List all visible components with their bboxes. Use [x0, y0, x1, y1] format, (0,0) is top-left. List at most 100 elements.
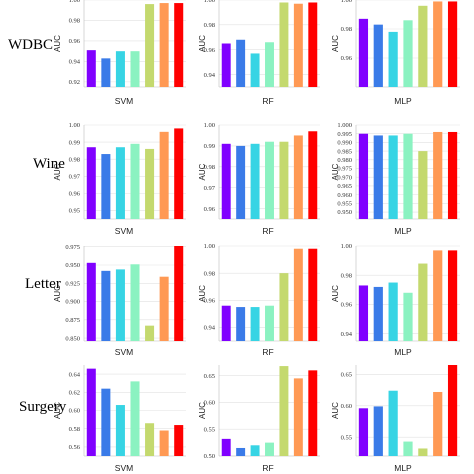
- bar: [308, 248, 318, 341]
- y-tick-label: 0.850: [65, 335, 80, 342]
- bar: [433, 250, 443, 341]
- bar: [433, 391, 443, 456]
- y-axis-label: AUC: [53, 285, 62, 302]
- row-labels: WDBC Wine Letter Surgery: [8, 37, 67, 415]
- bar: [447, 131, 458, 219]
- bar: [358, 408, 369, 456]
- y-tick-label: 0.96: [341, 302, 353, 309]
- y-tick-label: 0.62: [69, 390, 80, 397]
- chart-surgery-svm: 0.56 0.58 0.60 0.62 0.64 AUC SVM: [53, 365, 186, 473]
- bar: [433, 131, 443, 219]
- y-tick-label: 0.60: [341, 403, 352, 410]
- x-axis-label: MLP: [394, 226, 412, 236]
- y-tick-label: 0.60: [204, 400, 215, 407]
- bar: [101, 388, 111, 456]
- bar: [174, 425, 184, 456]
- chart-surgery-rf: 0.50 0.55 0.60 0.65 AUC RF: [198, 365, 320, 473]
- y-axis-label: AUC: [331, 402, 340, 419]
- chart-letter-rf: 0.94 0.96 0.98 1.00 AUC RF: [198, 243, 320, 357]
- bar: [115, 147, 125, 219]
- x-axis-label: RF: [262, 96, 273, 106]
- y-tick-label: 0.96: [204, 47, 216, 54]
- bar: [174, 128, 184, 219]
- y-tick-label: 0.98: [204, 270, 215, 277]
- bar: [145, 4, 155, 88]
- bar: [174, 246, 184, 341]
- bar: [293, 248, 303, 341]
- y-tick-label: 0.92: [69, 79, 80, 86]
- x-axis-label: MLP: [394, 463, 412, 473]
- y-tick-label: 0.94: [204, 72, 216, 79]
- bar: [159, 430, 169, 456]
- bar: [86, 147, 96, 219]
- y-tick-label: 1.00: [204, 0, 215, 4]
- y-axis-label: AUC: [53, 402, 62, 419]
- y-axis-label: AUC: [331, 285, 340, 302]
- y-tick-label: 0.65: [341, 372, 352, 379]
- bar: [236, 447, 246, 456]
- bar: [447, 365, 458, 456]
- x-axis-label: MLP: [394, 347, 412, 357]
- y-tick-label: 0.99: [204, 143, 215, 150]
- bar: [145, 148, 155, 219]
- y-axis-label: AUC: [331, 163, 340, 180]
- chart-wdbc-svm: 0.92 0.94 0.96 0.98 1.00 AUC SVM: [53, 0, 186, 106]
- bar: [86, 368, 96, 456]
- y-axis-label: AUC: [53, 163, 62, 180]
- chart-letter-mlp: 0.94 0.96 0.98 1.00 AUC MLP: [331, 243, 460, 357]
- y-axis-label: AUC: [198, 285, 207, 302]
- y-tick-label: 1.00: [341, 243, 352, 250]
- bar: [373, 286, 383, 341]
- y-tick-label: 0.950: [65, 262, 80, 269]
- y-tick-label: 0.96: [69, 38, 81, 45]
- y-tick-label: 0.98: [341, 272, 352, 279]
- y-tick-label: 0.925: [65, 280, 80, 287]
- y-tick-label: 0.975: [337, 166, 352, 173]
- bar: [293, 378, 303, 456]
- bar: [101, 58, 111, 87]
- x-axis-label: RF: [262, 226, 273, 236]
- y-tick-label: 0.60: [69, 408, 80, 415]
- y-tick-label: 1.000: [337, 122, 352, 129]
- bar: [418, 151, 428, 219]
- y-tick-label: 0.900: [65, 299, 80, 306]
- y-tick-label: 0.96: [204, 206, 216, 213]
- y-tick-label: 0.98: [204, 164, 215, 171]
- bar: [373, 135, 383, 219]
- y-tick-label: 0.94: [204, 325, 216, 332]
- y-tick-label: 0.56: [69, 444, 81, 451]
- y-tick-label: 0.65: [204, 373, 215, 380]
- y-axis-label: AUC: [198, 163, 207, 180]
- y-tick-label: 0.980: [337, 157, 352, 164]
- y-axis-label: AUC: [53, 35, 62, 52]
- bar: [388, 390, 398, 456]
- chart-wine-svm: 0.95 0.96 0.97 0.98 0.99 1.00 AUC SVM: [53, 122, 186, 236]
- y-tick-label: 1.00: [69, 122, 80, 129]
- x-axis-label: SVM: [115, 96, 133, 106]
- y-tick-label: 0.98: [204, 22, 215, 29]
- bar: [447, 1, 458, 88]
- bar: [293, 135, 303, 219]
- y-tick-label: 0.50: [204, 453, 215, 460]
- bar: [86, 50, 96, 87]
- y-tick-label: 0.950: [337, 209, 352, 216]
- bar: [403, 133, 413, 219]
- bar: [130, 381, 140, 456]
- bar: [221, 143, 231, 219]
- y-tick-label: 1.00: [69, 0, 80, 4]
- bar: [250, 445, 260, 456]
- y-tick-label: 0.975: [65, 244, 80, 251]
- bar: [265, 305, 274, 341]
- bar: [279, 141, 289, 219]
- bar: [308, 131, 318, 219]
- bar: [221, 43, 231, 87]
- x-axis-label: SVM: [115, 347, 133, 357]
- bar: [358, 133, 369, 219]
- bar: [221, 305, 231, 341]
- bar: [433, 1, 443, 88]
- x-axis-label: RF: [262, 463, 273, 473]
- y-tick-label: 0.985: [337, 148, 352, 155]
- y-tick-label: 0.955: [337, 201, 352, 208]
- bar: [174, 3, 184, 88]
